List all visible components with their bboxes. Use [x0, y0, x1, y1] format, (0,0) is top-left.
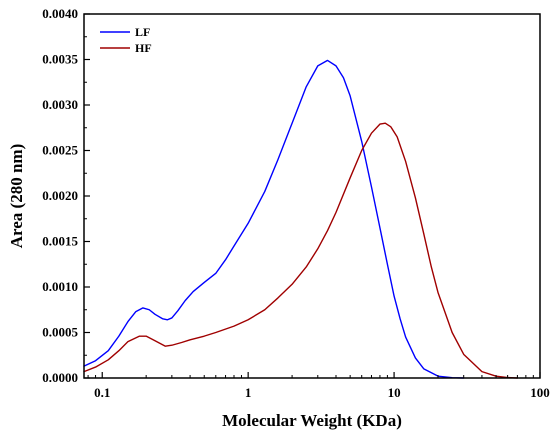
y-tick-label: 0.0000 — [42, 370, 78, 385]
legend-label-lf: LF — [135, 25, 150, 39]
y-axis-title: Area (280 nm) — [7, 144, 26, 249]
series-layer — [83, 59, 519, 379]
y-tick-label: 0.0040 — [42, 6, 78, 21]
y-tick-label: 0.0020 — [42, 188, 78, 203]
series-line-hf — [83, 122, 519, 379]
y-tick-label: 0.0005 — [42, 325, 78, 340]
plot-area: 0.0000 0.0005 0.0010 0.0015 0.0020 0.0025 0.00… — [42, 6, 550, 400]
x-tick-label: 100 — [530, 385, 550, 400]
y-tick-label: 0.0025 — [42, 143, 78, 158]
y-tick-label: 0.0010 — [42, 279, 78, 294]
legend: LF HF — [100, 25, 152, 55]
x-tick-label: 0.1 — [94, 385, 110, 400]
legend-label-hf: HF — [135, 41, 152, 55]
x-tick-label: 10 — [388, 385, 401, 400]
y-tick-label: 0.0035 — [42, 52, 78, 67]
x-axis-title: Molecular Weight (KDa) — [222, 411, 402, 430]
y-tick-label: 0.0030 — [42, 97, 78, 112]
series-line-lf — [83, 59, 465, 379]
y-tick-label: 0.0015 — [42, 234, 78, 249]
x-tick-label: 1 — [245, 385, 252, 400]
axes-frame — [83, 13, 541, 379]
ticks-layer: 0.0000 0.0005 0.0010 0.0015 0.0020 0.0025 0.00… — [42, 6, 550, 400]
